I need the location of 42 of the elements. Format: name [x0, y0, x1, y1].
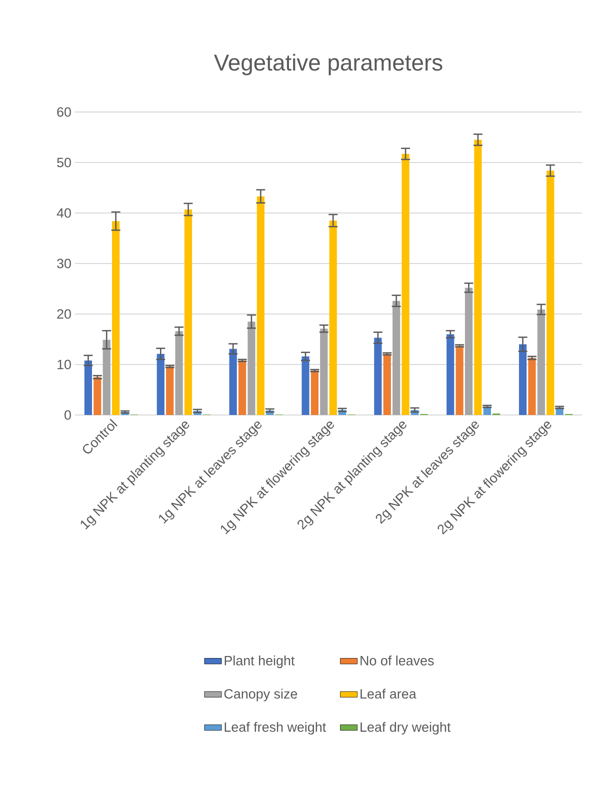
legend-label: Canopy size	[224, 688, 298, 702]
bar	[184, 209, 192, 415]
legend-label: No of leaves	[360, 656, 434, 666]
bar	[320, 328, 328, 415]
bar	[518, 344, 527, 415]
bar	[474, 140, 482, 415]
y-tick-label: 0	[64, 410, 71, 420]
bar	[456, 346, 464, 415]
bar	[537, 309, 545, 415]
bar	[175, 331, 183, 415]
y-tick-label: 30	[57, 258, 71, 268]
bar	[112, 221, 120, 415]
y-tick-label: 10	[58, 360, 71, 370]
bar	[84, 360, 92, 415]
bar	[102, 340, 110, 415]
bar	[166, 366, 174, 415]
bar	[256, 196, 264, 415]
legend-label: Leaf fresh weight	[224, 722, 326, 735]
bar	[229, 348, 237, 415]
y-tick-label: 60	[57, 107, 71, 117]
legend-label: Leaf area	[360, 688, 416, 699]
bar	[248, 322, 256, 415]
bar	[238, 360, 246, 415]
bar	[392, 300, 400, 415]
bar	[310, 370, 318, 415]
bar	[464, 288, 473, 415]
bar	[329, 220, 337, 415]
chart-title: Vegetative parameters	[214, 54, 442, 76]
bar	[446, 334, 454, 415]
bar	[374, 338, 382, 415]
y-tick-label: 40	[56, 208, 71, 218]
bar	[546, 170, 554, 415]
bar	[94, 377, 102, 415]
bar	[402, 154, 410, 415]
bar	[156, 354, 164, 415]
legend-label: Plant height	[224, 656, 295, 668]
legend-label: Leaf dry weight	[360, 722, 451, 735]
y-tick-label: 20	[57, 309, 71, 319]
bar	[528, 358, 536, 415]
y-tick-label: 50	[57, 158, 71, 168]
bar	[302, 356, 310, 415]
bar	[383, 354, 391, 415]
